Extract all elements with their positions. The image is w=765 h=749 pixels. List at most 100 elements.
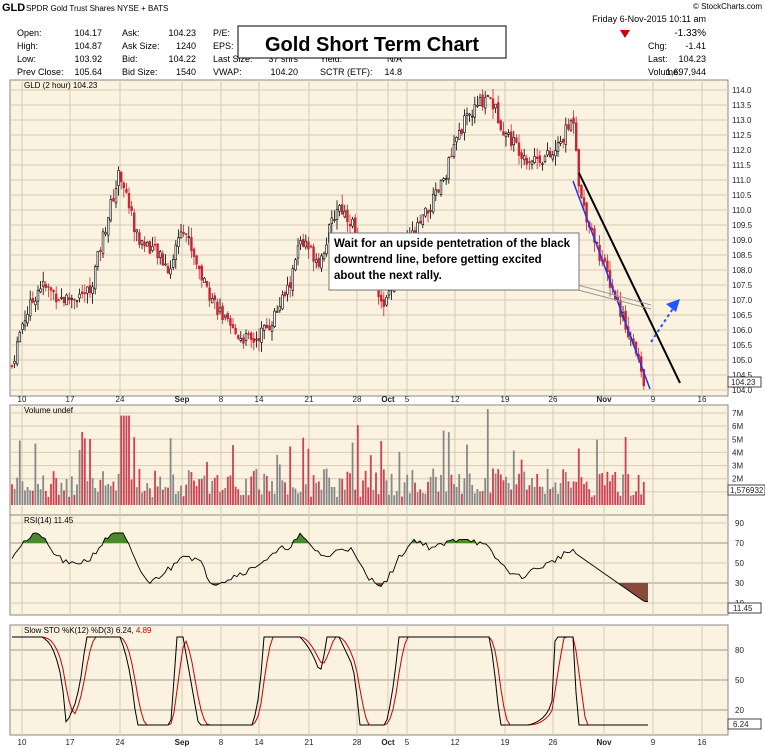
price-candle-body (213, 295, 216, 301)
price-candle-body (489, 97, 492, 99)
volume-bar (377, 494, 380, 505)
price-last-tag (727, 376, 762, 388)
volume-bar (112, 481, 115, 505)
price-candle-body (47, 285, 50, 288)
price-candle-body (483, 97, 487, 109)
price-candle-body (177, 237, 180, 248)
volume-bar (351, 442, 354, 505)
volume-bar (208, 493, 211, 505)
volume-bar (237, 489, 240, 505)
price-candle-body (434, 189, 437, 196)
volume-bar (115, 490, 117, 505)
price-candle-body (382, 299, 385, 307)
price-candle-body (151, 246, 154, 251)
volume-bar (164, 486, 167, 505)
volume-bar (161, 489, 164, 505)
volume-bar (390, 473, 393, 505)
price-candle-body (522, 155, 526, 161)
volume-bar (16, 477, 19, 505)
volume-bar (458, 474, 461, 505)
volume-bar (255, 468, 258, 505)
volume-bar (31, 490, 34, 505)
volume-bar (63, 490, 65, 505)
svg-text:104.22: 104.22 (168, 54, 196, 64)
price-candle-body (429, 210, 432, 212)
price-tick-label: 113.0 (732, 116, 752, 125)
volume-bar (107, 483, 110, 505)
svg-text:105.64: 105.64 (74, 67, 102, 77)
volume-bar (232, 445, 234, 505)
price-candle-body (101, 231, 105, 254)
volume-bar (44, 490, 47, 505)
volume-bar (507, 482, 510, 505)
price-candle-body (299, 240, 302, 245)
quote-block-1: Open: 104.17 High: 104.87 Low: 103.92 Prev … (17, 28, 102, 77)
volume-tick-label: 4M (732, 448, 743, 457)
x-tick-label: 26 (549, 738, 558, 747)
price-candle-body (577, 149, 581, 187)
x-tick-label: 16 (698, 738, 707, 747)
price-candle-body (559, 141, 562, 144)
price-candle-body (190, 237, 193, 252)
volume-bar (611, 474, 614, 505)
x-tick-label: 28 (353, 738, 362, 747)
volume-bar (440, 474, 442, 505)
price-candle-body (185, 233, 188, 235)
volume-bar (601, 473, 604, 505)
svg-text:Low:: Low: (17, 54, 36, 64)
price-candle-body (54, 293, 58, 303)
price-candle-body (60, 296, 63, 299)
svg-text:EPS:: EPS: (213, 41, 234, 51)
volume-bar (141, 492, 143, 505)
volume-bar (117, 473, 120, 505)
price-candle-body (23, 320, 27, 327)
volume-bar (416, 492, 419, 505)
x-tick-label: 12 (451, 738, 460, 747)
svg-text:Open:: Open: (17, 28, 42, 38)
volume-bar (172, 474, 175, 505)
svg-text:Ask Size:: Ask Size: (122, 41, 160, 51)
price-candle-body (541, 163, 544, 165)
volume-bar (146, 483, 149, 505)
price-candle-body (322, 253, 326, 260)
price-candle-body (96, 251, 100, 267)
price-tick-label: 113.5 (732, 101, 752, 110)
price-candle-body (567, 124, 570, 130)
price-candles (10, 88, 646, 390)
volume-bar (268, 491, 271, 505)
volume-bar (463, 478, 466, 505)
volume-bar (325, 468, 328, 505)
x-tick-label: 17 (66, 738, 75, 747)
x-tick-label: 24 (116, 395, 125, 404)
price-candle-body (21, 323, 24, 330)
price-candle-body (447, 157, 450, 180)
volume-bar (297, 493, 299, 505)
price-candle-body (270, 325, 274, 332)
volume-bar (564, 471, 567, 505)
price-candle-body (130, 206, 133, 211)
volume-bar (432, 468, 435, 505)
price-candle-body (156, 243, 159, 259)
price-candle-body (515, 137, 518, 143)
volume-bar (265, 475, 268, 505)
price-candle-body (351, 218, 354, 227)
volume-bar (195, 486, 198, 505)
svg-text:N/A: N/A (387, 54, 402, 64)
volume-bar (398, 451, 401, 505)
volume-bar (307, 448, 310, 505)
x-tick-label: 8 (219, 738, 224, 747)
price-candle-body (348, 223, 352, 227)
volume-bar (572, 481, 575, 505)
price-candle-body (325, 244, 328, 255)
volume-bar (125, 415, 128, 505)
volume-bar (294, 488, 297, 505)
volume-bar (375, 472, 377, 505)
x-tick-label: 19 (501, 395, 510, 404)
volume-bar (614, 471, 617, 505)
price-candle-body (169, 268, 172, 275)
x-tick-label: 19 (501, 738, 510, 747)
volume-tick-label: 5M (732, 435, 743, 444)
volume-bar (424, 493, 427, 505)
volume-bar (55, 478, 58, 505)
price-candle-body (455, 137, 458, 143)
